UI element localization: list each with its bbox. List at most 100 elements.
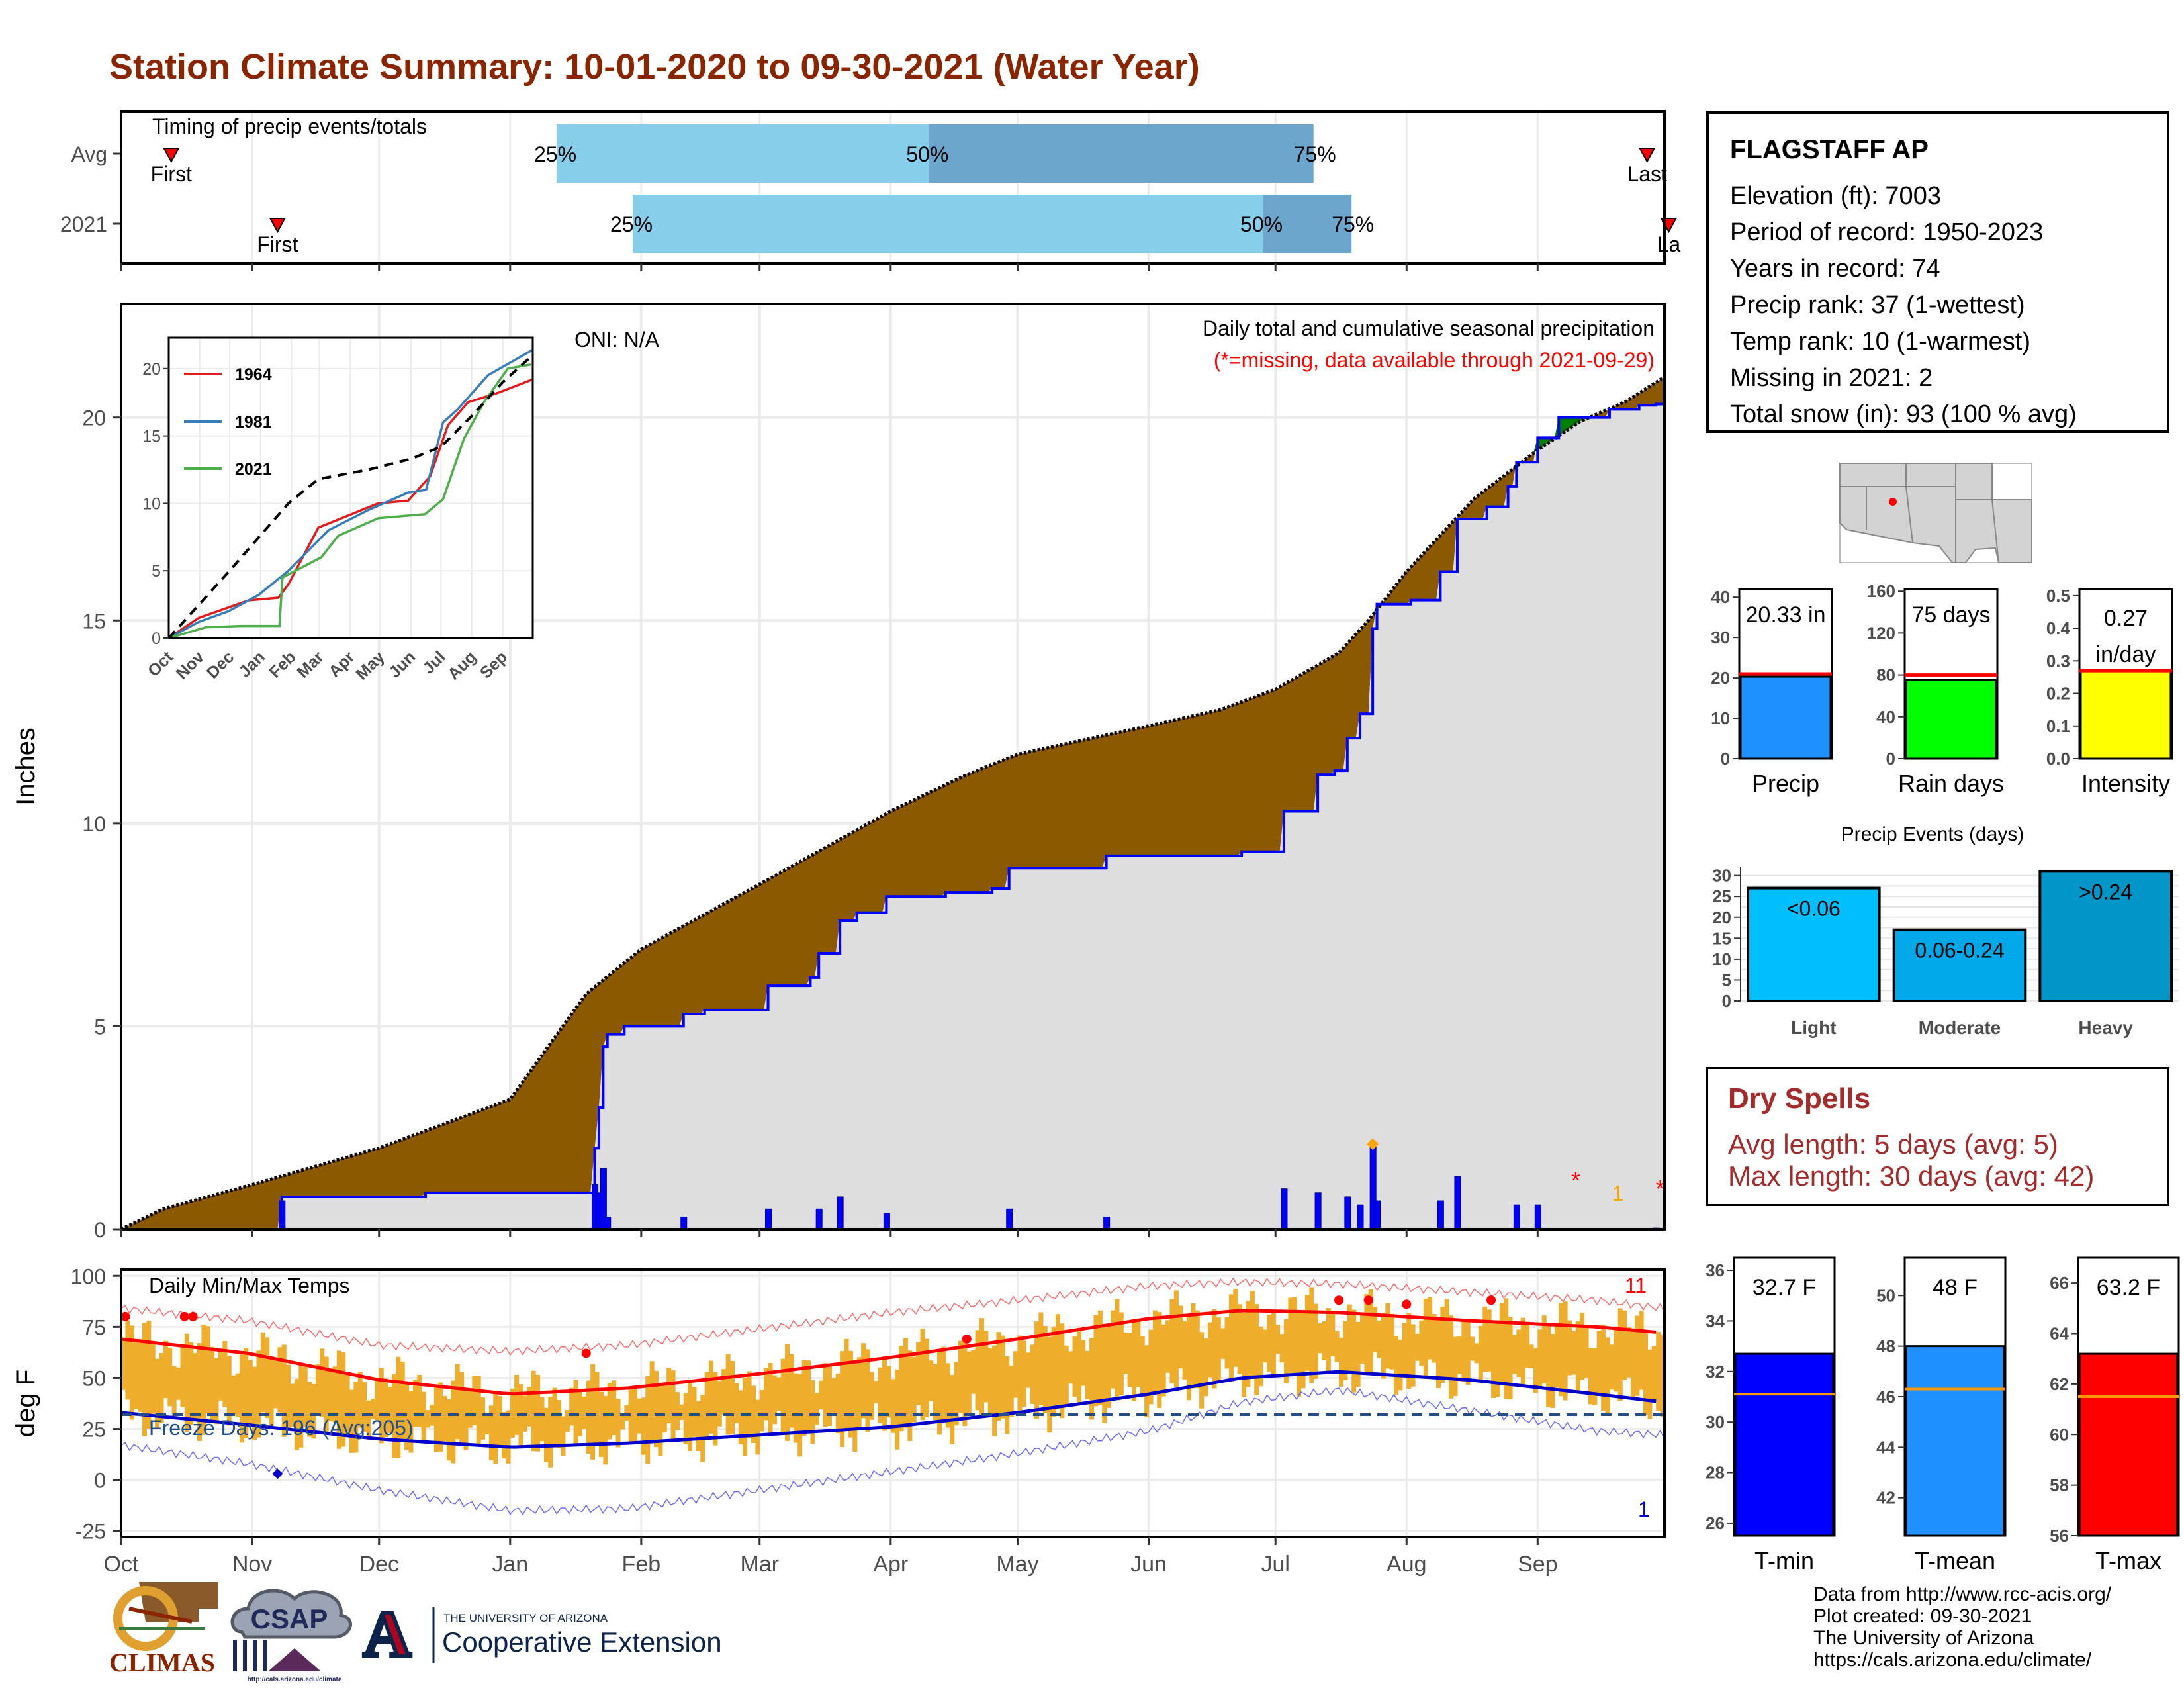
daily-temp-bar bbox=[764, 1368, 769, 1421]
mini-chart-bar bbox=[2079, 669, 2172, 760]
daily-temp-bar bbox=[480, 1397, 486, 1440]
mini-chart-y-tick-label: 0.5 bbox=[2046, 586, 2070, 606]
daily-temp-bar bbox=[1131, 1319, 1136, 1401]
daily-temp-bar bbox=[810, 1380, 815, 1444]
daily-temp-bar bbox=[1288, 1297, 1293, 1373]
inset-y-tick-label: 10 bbox=[142, 494, 161, 513]
inset-series-line bbox=[168, 363, 531, 639]
daily-temp-bar bbox=[1465, 1320, 1471, 1385]
daily-temp-bar bbox=[907, 1350, 913, 1442]
mini-chart-y-tick-label: 40 bbox=[1876, 707, 1895, 727]
station-period: Period of record: 1950-2023 bbox=[1730, 218, 2044, 246]
daily-temp-bar bbox=[1486, 1309, 1492, 1372]
daily-temp-bar bbox=[1508, 1317, 1513, 1399]
mini-chart-category-label: T-mean bbox=[1915, 1547, 1995, 1574]
daily-temp-bar bbox=[865, 1349, 870, 1432]
daily-temp-bar bbox=[421, 1391, 426, 1442]
daily-temp-bar bbox=[992, 1345, 997, 1436]
daily-temp-bar bbox=[531, 1370, 536, 1452]
mini-chart-y-tick-label: 42 bbox=[1876, 1488, 1895, 1508]
daily-temp-bar bbox=[277, 1347, 283, 1413]
daily-temp-bar bbox=[396, 1356, 401, 1459]
daily-temp-bar bbox=[1076, 1328, 1081, 1403]
daily-temp-bar bbox=[658, 1386, 663, 1457]
daily-temp-bar bbox=[557, 1400, 562, 1448]
daily-temp-bar bbox=[281, 1344, 287, 1437]
timing-last-marker bbox=[1638, 148, 1656, 164]
temp-x-tick-label: Feb bbox=[622, 1552, 661, 1577]
daily-temp-bar bbox=[1055, 1314, 1060, 1405]
events-y-tick-label: 10 bbox=[1712, 949, 1731, 969]
events-bar bbox=[1892, 928, 2027, 1002]
daily-temp-bar bbox=[252, 1366, 257, 1441]
daily-temp-bar bbox=[379, 1368, 384, 1444]
daily-temp-bar bbox=[1157, 1312, 1162, 1409]
missing-marker: * bbox=[1571, 1167, 1580, 1194]
daily-precip-bar bbox=[837, 1196, 844, 1230]
credit-url: https://cals.arizona.edu/climate/ bbox=[1813, 1649, 2092, 1671]
daily-temp-bar bbox=[353, 1382, 359, 1453]
daily-temp-bar bbox=[920, 1329, 925, 1421]
daily-temp-bar bbox=[598, 1391, 604, 1457]
daily-temp-bar bbox=[311, 1384, 316, 1439]
timing-last-label: Last bbox=[1627, 162, 1667, 186]
daily-precip-bar bbox=[1357, 1204, 1364, 1230]
daily-temp-bar bbox=[1030, 1344, 1035, 1404]
daily-temp-bar bbox=[121, 1338, 126, 1390]
daily-temp-bar bbox=[442, 1396, 447, 1442]
daily-temp-bar bbox=[594, 1371, 600, 1444]
daily-temp-bar bbox=[548, 1397, 553, 1468]
daily-precip-bar bbox=[1281, 1188, 1288, 1230]
daily-temp-bar bbox=[472, 1376, 477, 1425]
daily-temp-bar bbox=[1571, 1331, 1576, 1375]
temp-x-tick-label: May bbox=[996, 1552, 1038, 1577]
timing-bar-50-75 bbox=[929, 124, 1314, 183]
record-low-marker bbox=[272, 1468, 283, 1479]
daily-temp-bar bbox=[945, 1363, 950, 1428]
daily-temp-bar bbox=[1373, 1307, 1378, 1353]
daily-temp-bar bbox=[357, 1372, 363, 1428]
mini-chart-y-tick-label: 34 bbox=[1706, 1311, 1725, 1331]
page-title: Station Climate Summary: 10-01-2020 to 0… bbox=[109, 47, 1200, 87]
daily-temp-bar bbox=[619, 1414, 625, 1430]
daily-temp-bar bbox=[488, 1405, 494, 1460]
temp-x-tick-label: Mar bbox=[740, 1552, 779, 1577]
daily-temp-bar bbox=[1047, 1336, 1052, 1433]
daily-temp-bar bbox=[1127, 1333, 1132, 1387]
daily-temp-bar bbox=[1559, 1303, 1564, 1397]
daily-temp-bar bbox=[1656, 1332, 1661, 1411]
daily-temp-bar bbox=[1406, 1313, 1412, 1389]
daily-temp-bar bbox=[235, 1373, 240, 1417]
events-y-tick-label: 30 bbox=[1712, 866, 1731, 886]
daily-temp-bar bbox=[1297, 1311, 1302, 1397]
daily-temp-bar bbox=[1068, 1351, 1073, 1384]
mini-chart-y-tick-label: 60 bbox=[2050, 1425, 2069, 1444]
daily-temp-bar bbox=[962, 1338, 968, 1427]
ua-logo: A THE UNIVERSITY OF ARIZONA Cooperative … bbox=[361, 1595, 722, 1673]
daily-temp-bar bbox=[222, 1341, 228, 1407]
mini-chart-value-label: 32.7 F bbox=[1752, 1275, 1816, 1300]
mini-chart-bar bbox=[1905, 1345, 2005, 1537]
daily-temp-bar bbox=[1474, 1343, 1479, 1364]
mini-chart-y-tick-label: 20 bbox=[1711, 668, 1730, 688]
timing-p75-label: 75% bbox=[1332, 212, 1374, 236]
temp-x-tick-label: Sep bbox=[1518, 1552, 1558, 1577]
daily-temp-bar bbox=[370, 1399, 375, 1419]
precip-chart: * * 1 Daily total and cumulative seasonal p… bbox=[11, 303, 1666, 1242]
ua-extension: Cooperative Extension bbox=[442, 1626, 722, 1658]
daily-temp-bar bbox=[1148, 1329, 1154, 1405]
daily-temp-bar bbox=[400, 1361, 405, 1440]
locator-map bbox=[1839, 463, 2032, 563]
daily-temp-bar bbox=[387, 1387, 392, 1433]
daily-temp-bar bbox=[1584, 1327, 1589, 1378]
daily-temp-bar bbox=[1220, 1328, 1226, 1359]
temp-x-tick-label: Jul bbox=[1261, 1552, 1289, 1577]
daily-temp-bar bbox=[1563, 1301, 1568, 1401]
daily-temp-bar bbox=[1359, 1315, 1365, 1364]
daily-temp-bar bbox=[1347, 1304, 1352, 1373]
daily-temp-bar bbox=[324, 1356, 329, 1434]
daily-temp-bar bbox=[607, 1383, 612, 1440]
station-precip-rank: Precip rank: 37 (1-wettest) bbox=[1730, 291, 2025, 319]
daily-temp-bar bbox=[1144, 1345, 1150, 1418]
daily-temp-bar bbox=[1304, 1295, 1310, 1371]
